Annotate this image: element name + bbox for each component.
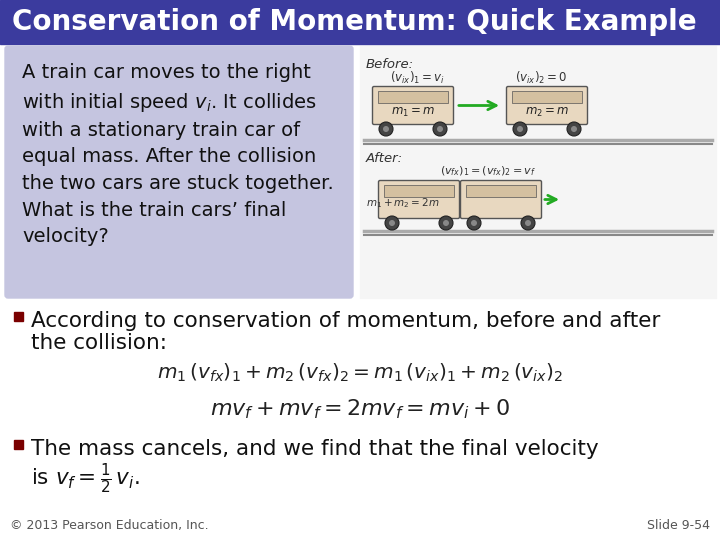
Circle shape xyxy=(525,220,531,226)
Circle shape xyxy=(437,126,443,132)
Text: Slide 9-54: Slide 9-54 xyxy=(647,519,710,532)
Circle shape xyxy=(467,216,481,230)
Text: $(v_{ix})_1 = v_i$: $(v_{ix})_1 = v_i$ xyxy=(390,70,445,86)
Text: After:: After: xyxy=(366,152,403,165)
Bar xyxy=(378,91,448,103)
Bar xyxy=(512,91,582,103)
FancyBboxPatch shape xyxy=(461,180,541,219)
Bar xyxy=(14,440,23,449)
Text: $m_1 + m_2 = 2m$: $m_1 + m_2 = 2m$ xyxy=(366,197,439,211)
Circle shape xyxy=(389,220,395,226)
Text: $(v_{ix})_2 = 0$: $(v_{ix})_2 = 0$ xyxy=(515,70,567,86)
Text: © 2013 Pearson Education, Inc.: © 2013 Pearson Education, Inc. xyxy=(10,519,209,532)
Bar xyxy=(14,312,23,321)
Circle shape xyxy=(517,126,523,132)
FancyBboxPatch shape xyxy=(372,86,454,125)
Text: $(v_{fx})_1 = (v_{fx})_2 = v_f$: $(v_{fx})_1 = (v_{fx})_2 = v_f$ xyxy=(440,164,536,178)
Text: Conservation of Momentum: Quick Example: Conservation of Momentum: Quick Example xyxy=(12,8,697,36)
Circle shape xyxy=(571,126,577,132)
Circle shape xyxy=(379,122,393,136)
Text: According to conservation of momentum, before and after: According to conservation of momentum, b… xyxy=(31,311,660,331)
Circle shape xyxy=(513,122,527,136)
Text: Before:: Before: xyxy=(366,58,414,71)
Circle shape xyxy=(471,220,477,226)
Text: A train car moves to the right
with initial speed $v_i$. It collides
with a stat: A train car moves to the right with init… xyxy=(22,63,334,246)
FancyBboxPatch shape xyxy=(5,46,353,298)
Circle shape xyxy=(385,216,399,230)
Text: $m_1\,(v_{fx})_1 + m_2\,(v_{fx})_2 = m_1\,(v_{ix})_1 + m_2\,(v_{ix})_2$: $m_1\,(v_{fx})_1 + m_2\,(v_{fx})_2 = m_1… xyxy=(157,362,563,384)
Text: The mass cancels, and we find that the final velocity: The mass cancels, and we find that the f… xyxy=(31,439,598,459)
Circle shape xyxy=(567,122,581,136)
Circle shape xyxy=(443,220,449,226)
Text: the collision:: the collision: xyxy=(31,333,167,353)
Bar xyxy=(0,0,720,44)
Bar xyxy=(360,46,716,298)
Bar xyxy=(384,185,454,197)
Text: $m_2 = m$: $m_2 = m$ xyxy=(525,106,569,119)
Text: $m_1 = m$: $m_1 = m$ xyxy=(391,106,435,119)
Circle shape xyxy=(383,126,389,132)
Circle shape xyxy=(521,216,535,230)
Text: $mv_f + mv_f = 2mv_f = mv_i + 0$: $mv_f + mv_f = 2mv_f = mv_i + 0$ xyxy=(210,397,510,421)
Circle shape xyxy=(439,216,453,230)
Bar xyxy=(466,185,536,197)
Circle shape xyxy=(433,122,447,136)
FancyBboxPatch shape xyxy=(379,180,459,219)
Text: is $v_f = \frac{1}{2}\, v_i$.: is $v_f = \frac{1}{2}\, v_i$. xyxy=(31,461,140,496)
FancyBboxPatch shape xyxy=(506,86,588,125)
